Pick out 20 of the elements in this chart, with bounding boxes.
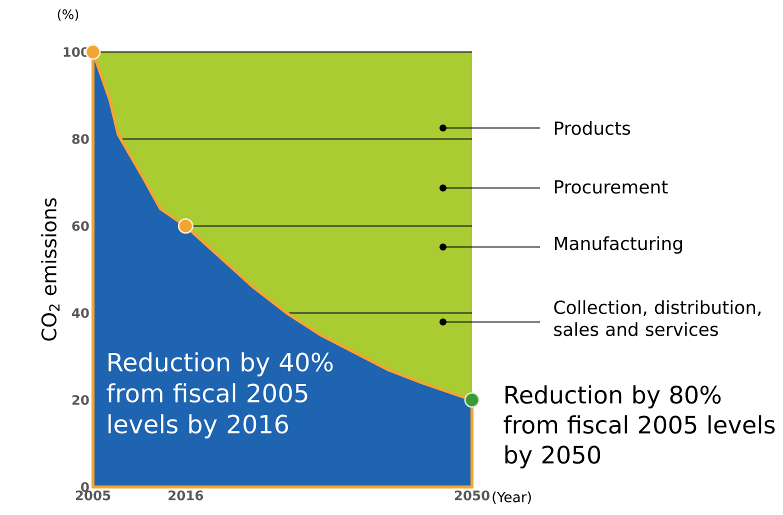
y-tick-label: 80: [72, 134, 89, 144]
y-axis-title: CO$_{2}$ emissions: [41, 198, 60, 341]
text: (%): [58, 9, 78, 21]
text: Collection, distribution, sales and services: [554, 300, 761, 336]
y-tick-label: 20: [72, 395, 89, 405]
text: Manufacturing: [554, 236, 682, 254]
y-tick-label: 40: [72, 308, 89, 318]
point: [464, 392, 480, 408]
x-tick-label: 2050: [454, 490, 490, 500]
point: [178, 218, 194, 234]
y-tick-label: 0: [81, 482, 89, 492]
point: [85, 44, 101, 60]
text: Products: [554, 121, 630, 135]
annotation: Reduction by 40% from fiscal 2005 levels by 2016: [106, 352, 333, 438]
x-tick-label: 2016: [168, 490, 204, 500]
x-axis-title: (Year): [492, 492, 531, 504]
x-tick-label: 2005: [76, 490, 110, 500]
y-tick-label: 60: [72, 221, 89, 231]
text: Reduction by 80% from fiscal 2005 levels by 2050: [504, 385, 775, 468]
text: Procurement: [554, 180, 668, 194]
